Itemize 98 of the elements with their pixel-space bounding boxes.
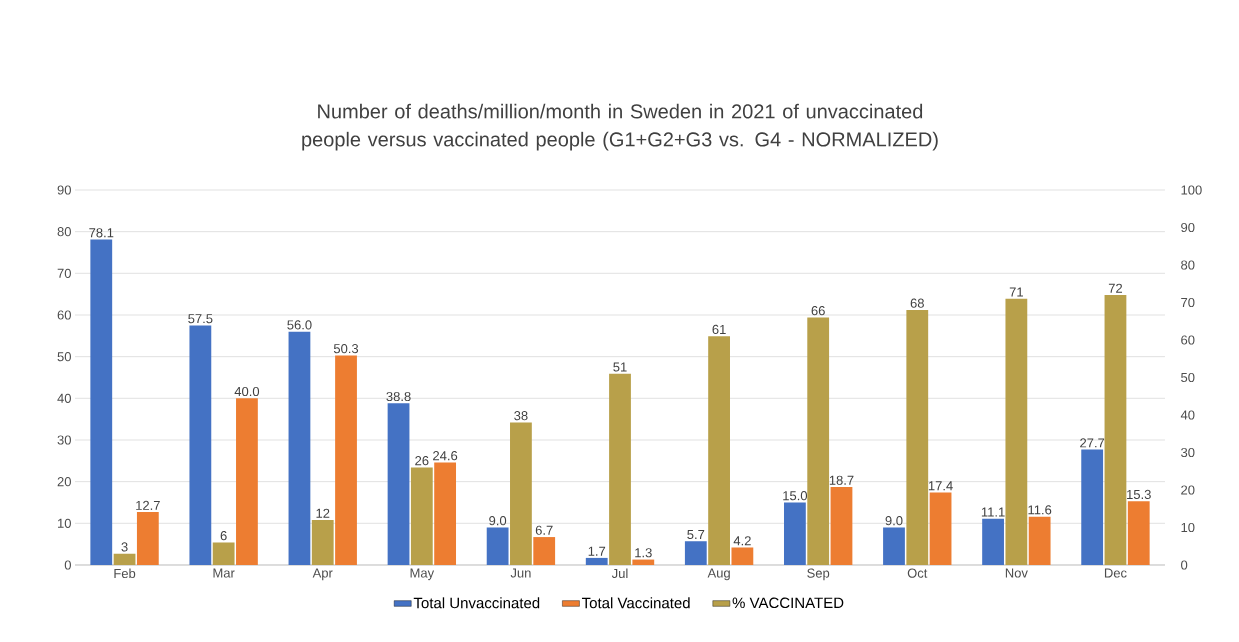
legend-label: Total Unvaccinated	[413, 597, 540, 609]
data-label: 18.7	[829, 475, 854, 485]
data-label: 1.3	[635, 548, 652, 558]
data-label: 24.6	[433, 451, 458, 461]
data-label: 11.1	[981, 507, 1005, 517]
bar	[807, 317, 830, 565]
data-label: 27.7	[1080, 438, 1105, 448]
y2-tick-label: 50	[1181, 372, 1195, 383]
bar	[1005, 298, 1028, 565]
y-tick-label: 70	[57, 268, 71, 278]
x-tick-label: Mar	[213, 568, 235, 578]
data-label: 6.7	[535, 525, 553, 535]
data-label: 61	[712, 324, 726, 335]
y2-tick-label: 20	[1181, 485, 1195, 495]
x-tick-label: Dec	[1104, 568, 1127, 578]
bar	[212, 542, 235, 565]
data-label: 17.4	[928, 481, 953, 491]
x-tick-label: Sep	[807, 568, 830, 581]
y-tick-label: 30	[57, 435, 71, 445]
y-tick-label: 80	[57, 227, 71, 237]
bar	[90, 239, 113, 565]
x-tick-label: Nov	[1005, 568, 1028, 578]
data-label: 71	[1009, 287, 1023, 297]
y2-tick-label: 90	[1181, 222, 1195, 233]
data-label: 40.0	[234, 386, 260, 397]
bar	[906, 309, 929, 565]
bar	[609, 373, 631, 565]
data-label: 4.2	[733, 536, 751, 546]
bar	[136, 512, 159, 565]
data-label: 56.0	[287, 320, 312, 330]
data-label: 78.1	[89, 228, 114, 238]
data-label: 9.0	[489, 516, 507, 526]
x-tick-label: Jun	[510, 568, 531, 578]
bar	[288, 331, 311, 565]
data-label: 9.0	[885, 516, 903, 526]
data-label: 3	[121, 542, 128, 552]
bar	[830, 487, 853, 565]
data-label: 15.0	[783, 491, 808, 501]
y-tick-label: 90	[57, 185, 71, 195]
data-label: 50.3	[333, 344, 359, 354]
bar	[632, 559, 655, 565]
bar	[982, 518, 1004, 565]
y-tick-label: 20	[57, 477, 71, 487]
y-tick-label: 40	[57, 393, 71, 403]
y2-tick-label: 80	[1181, 260, 1195, 270]
bar	[335, 355, 357, 565]
x-tick-label: Oct	[907, 568, 928, 578]
y2-tick-label: 40	[1180, 410, 1195, 420]
data-label: 12	[316, 508, 330, 518]
bar	[189, 325, 212, 565]
bar	[883, 527, 905, 565]
bar	[684, 541, 707, 565]
bar	[236, 398, 258, 565]
y2-tick-label: 60	[1181, 335, 1195, 345]
x-tick-label: Feb	[114, 568, 136, 579]
y-tick-label: 10	[58, 518, 71, 528]
x-tick-label: Jul	[611, 568, 628, 579]
bar	[486, 527, 509, 565]
bar	[1104, 294, 1127, 565]
bar	[113, 553, 136, 565]
bar	[784, 502, 806, 565]
data-label: 66	[811, 306, 825, 316]
x-tick-label: May	[410, 568, 435, 581]
bar	[708, 336, 730, 565]
legend-label: % VACCINATED	[732, 597, 844, 609]
data-label: 38.8	[386, 391, 411, 402]
data-label: 15.3	[1127, 489, 1151, 500]
bar	[533, 537, 556, 565]
y-tick-label: 60	[57, 310, 71, 320]
data-label: 6	[220, 531, 227, 541]
x-tick-label: Apr	[312, 568, 333, 581]
y2-tick-label: 30	[1181, 447, 1195, 458]
bar	[1028, 516, 1051, 565]
data-label: 72	[1108, 283, 1123, 293]
legend-label: Total Vaccinated	[581, 597, 690, 609]
data-label: 68	[910, 298, 924, 308]
y-tick-label: 50	[57, 352, 71, 362]
data-label: 5.7	[687, 529, 705, 540]
chart-title: Number of deaths/million/month in Sweden in 2021 of unvaccinated people versus vaccinated people (G1+G2+G3 vs. G4 - NORMALIZED)	[302, 103, 938, 151]
y2-tick-label: 0	[1181, 560, 1188, 570]
bar	[585, 557, 608, 565]
x-tick-label: Aug	[707, 568, 730, 581]
bar	[731, 547, 754, 565]
bar	[929, 492, 952, 565]
data-label: 38	[514, 411, 528, 421]
bar	[311, 519, 334, 565]
y2-tick-label: 10	[1181, 522, 1195, 533]
data-label: 11.6	[1028, 505, 1052, 515]
data-label: 1.7	[588, 546, 606, 556]
data-label: 26	[415, 456, 429, 466]
bar	[1127, 501, 1150, 565]
y2-tick-label: 70	[1181, 297, 1195, 308]
data-label: 51	[613, 362, 627, 372]
y-tick-label: 0	[64, 560, 71, 570]
bar	[510, 422, 532, 565]
data-label: 57.5	[188, 314, 213, 324]
y2-tick-label: 100	[1181, 185, 1202, 195]
data-label: 12.7	[136, 500, 160, 510]
